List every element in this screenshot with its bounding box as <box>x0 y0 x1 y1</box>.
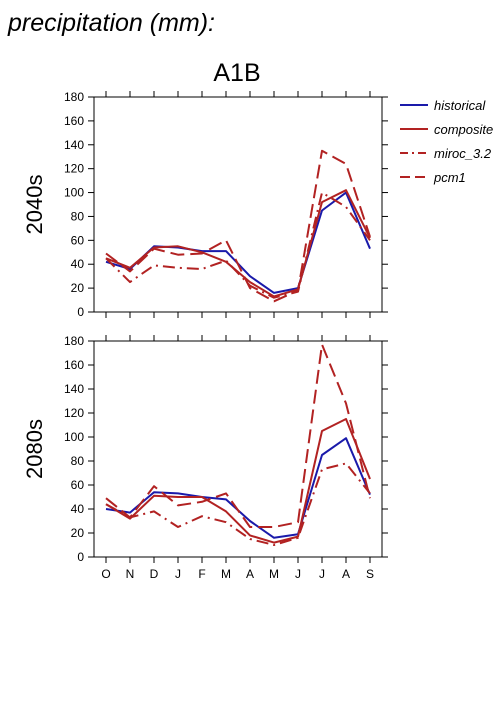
y-tick-label: 0 <box>77 550 84 564</box>
page-heading: precipitation (mm): <box>7 9 215 37</box>
series-line-pcm1 <box>105 343 371 528</box>
series-line-historical <box>105 191 371 294</box>
y-tick-label: 160 <box>64 358 84 372</box>
x-tick-label: J <box>295 567 301 581</box>
x-tick-label: F <box>198 567 205 581</box>
y-tick-label: 140 <box>64 382 84 396</box>
plot-frame <box>93 96 383 313</box>
series-line-composite <box>105 418 371 544</box>
x-tick-label: S <box>366 567 374 581</box>
x-tick-label: O <box>101 567 110 581</box>
y-tick-label: 80 <box>71 209 85 223</box>
y-tick-label: 0 <box>77 305 84 319</box>
y-tick-label: 180 <box>64 334 84 348</box>
chart-panel-2040s: 0 20 40 60 80 100 120 140 160 180 2040s <box>22 90 388 319</box>
x-tick-label: A <box>342 567 350 581</box>
y-tick-label: 100 <box>64 186 84 200</box>
y-tick-label: 100 <box>64 430 84 444</box>
panel-label: 2080s <box>22 419 47 479</box>
y-tick-label: 80 <box>71 454 85 468</box>
x-tick-label: A <box>246 567 254 581</box>
series-line-pcm1 <box>105 149 371 303</box>
y-tick-label: 160 <box>64 114 84 128</box>
legend-label: composite <box>434 122 493 137</box>
y-tick-label: 20 <box>71 526 85 540</box>
series-line-miroc_3.2 <box>105 191 371 299</box>
x-tick-label: M <box>269 567 279 581</box>
plot-frame <box>93 340 383 558</box>
legend-item-historical: historical <box>400 98 486 113</box>
legend-label: pcm1 <box>433 170 466 185</box>
legend-item-miroc_3.2: miroc_3.2 <box>400 146 492 161</box>
panel-label: 2040s <box>22 175 47 235</box>
legend-item-composite: composite <box>400 122 493 137</box>
x-tick-label: N <box>126 567 135 581</box>
y-tick-label: 120 <box>64 162 84 176</box>
y-tick-label: 140 <box>64 138 84 152</box>
y-tick-label: 180 <box>64 90 84 104</box>
chart-title: A1B <box>213 59 260 87</box>
legend-item-pcm1: pcm1 <box>400 170 466 185</box>
y-tick-label: 60 <box>71 233 85 247</box>
chart-panels: 0 20 40 60 80 100 120 140 160 180 2040s 0 20 40 60 80 10… <box>22 90 388 581</box>
chart-legend: historical composite miroc_3.2 pcm1 <box>400 98 493 185</box>
series-line-miroc_3.2 <box>105 462 371 546</box>
legend-label: miroc_3.2 <box>434 146 492 161</box>
chart-panel-2080s: 0 20 40 60 80 100 120 140 160 180 O N D J F M A M J J A S 2080… <box>22 334 388 581</box>
y-tick-label: 60 <box>71 478 85 492</box>
x-tick-label: D <box>150 567 159 581</box>
legend-label: historical <box>434 98 486 113</box>
y-tick-label: 40 <box>71 257 85 271</box>
series-line-composite <box>105 189 371 298</box>
y-tick-label: 120 <box>64 406 84 420</box>
y-tick-label: 40 <box>71 502 85 516</box>
x-tick-label: J <box>175 567 181 581</box>
x-tick-label: M <box>221 567 231 581</box>
y-tick-label: 20 <box>71 281 85 295</box>
x-tick-label: J <box>319 567 325 581</box>
